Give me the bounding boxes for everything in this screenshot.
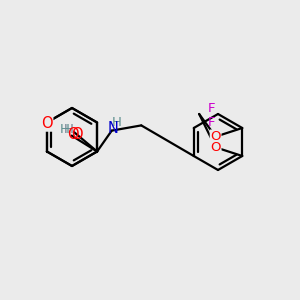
Text: F: F — [207, 103, 215, 116]
Text: O: O — [210, 141, 221, 154]
Text: H: H — [60, 123, 70, 136]
Text: O: O — [210, 130, 221, 143]
Text: N: N — [107, 121, 118, 136]
Text: O: O — [67, 127, 79, 142]
Text: F: F — [207, 116, 215, 128]
Text: O: O — [71, 127, 83, 142]
Text: H: H — [112, 116, 122, 129]
Text: O: O — [41, 116, 53, 131]
Text: H: H — [64, 123, 74, 136]
